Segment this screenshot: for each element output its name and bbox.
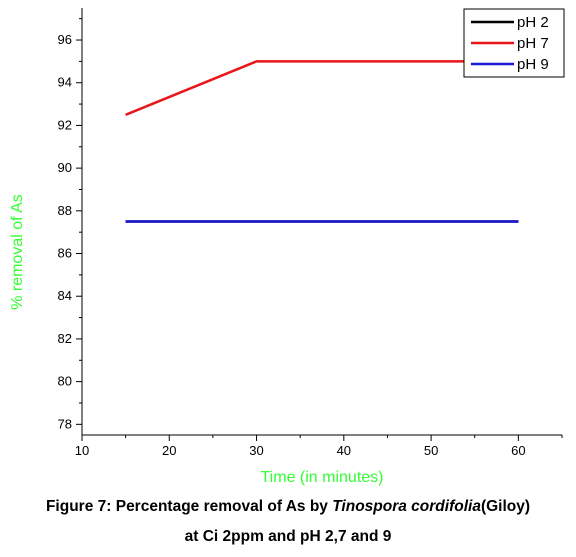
x-axis-ticks: 10 20 30 40 50 60 [75,435,563,458]
x-tick-label: 10 [75,443,89,458]
caption-line-2: at Ci 2ppm and pH 2,7 and 9 [184,528,392,545]
caption-species: Tinospora cordifolia [332,498,481,515]
caption-prefix: Figure 7: Percentage removal of As by [45,498,333,515]
legend: pH 2 pH 7 pH 9 [463,8,565,78]
x-tick-label: 30 [249,443,263,458]
y-tick-label: 92 [58,117,72,132]
y-tick-label: 86 [58,246,72,261]
series-layer [125,60,519,223]
x-tick-label: 40 [337,443,351,458]
legend-label: pH 2 [517,14,549,31]
series-line-ph-7 [125,60,519,116]
y-tick-label: 90 [58,160,72,175]
y-tick-label: 94 [58,75,72,90]
x-tick-label: 50 [424,443,438,458]
y-tick-label: 88 [58,203,72,218]
figure-caption-line-2: at Ci 2ppm and pH 2,7 and 9 [0,528,576,546]
legend-label: pH 7 [517,35,549,52]
y-tick-label: 82 [58,331,72,346]
y-axis-ticks: 78 80 82 84 86 88 90 92 94 96 [58,18,82,431]
y-tick-label: 78 [58,416,72,431]
x-tick-label: 20 [162,443,176,458]
y-axis-title: % removal of As [9,194,26,310]
x-tick-label: 60 [511,443,525,458]
caption-suffix: (Giloy) [480,498,531,515]
x-axis-title: Time (in minutes) [261,469,384,486]
y-tick-label: 84 [58,288,72,303]
y-tick-label: 96 [58,32,72,47]
plot-frame [81,8,562,436]
figure-caption-line-1: Figure 7: Percentage removal of As by Ti… [0,498,576,516]
y-tick-label: 80 [58,374,72,389]
legend-label: pH 9 [517,56,549,73]
